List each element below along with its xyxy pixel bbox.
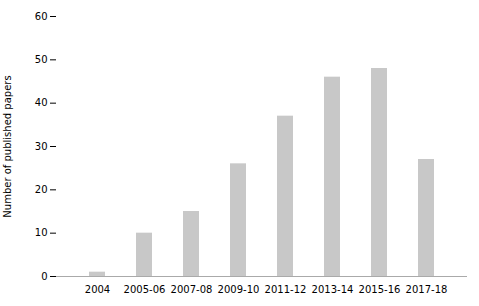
svg-text:2005-06: 2005-06: [124, 284, 166, 295]
svg-text:2007-08: 2007-08: [171, 284, 213, 295]
svg-text:10: 10: [35, 227, 48, 238]
svg-text:Number of published papers: Number of published papers: [2, 75, 13, 217]
svg-text:2015-16: 2015-16: [359, 284, 401, 295]
svg-text:60: 60: [35, 11, 48, 22]
svg-text:50: 50: [35, 54, 48, 65]
svg-text:30: 30: [35, 141, 48, 152]
svg-text:0: 0: [41, 271, 47, 282]
svg-text:2011-12: 2011-12: [265, 284, 307, 295]
svg-text:2017-18: 2017-18: [406, 284, 448, 295]
svg-text:40: 40: [35, 97, 48, 108]
svg-text:2004: 2004: [85, 284, 110, 295]
svg-text:2013-14: 2013-14: [312, 284, 354, 295]
svg-text:2009-10: 2009-10: [218, 284, 260, 295]
svg-text:20: 20: [35, 184, 48, 195]
